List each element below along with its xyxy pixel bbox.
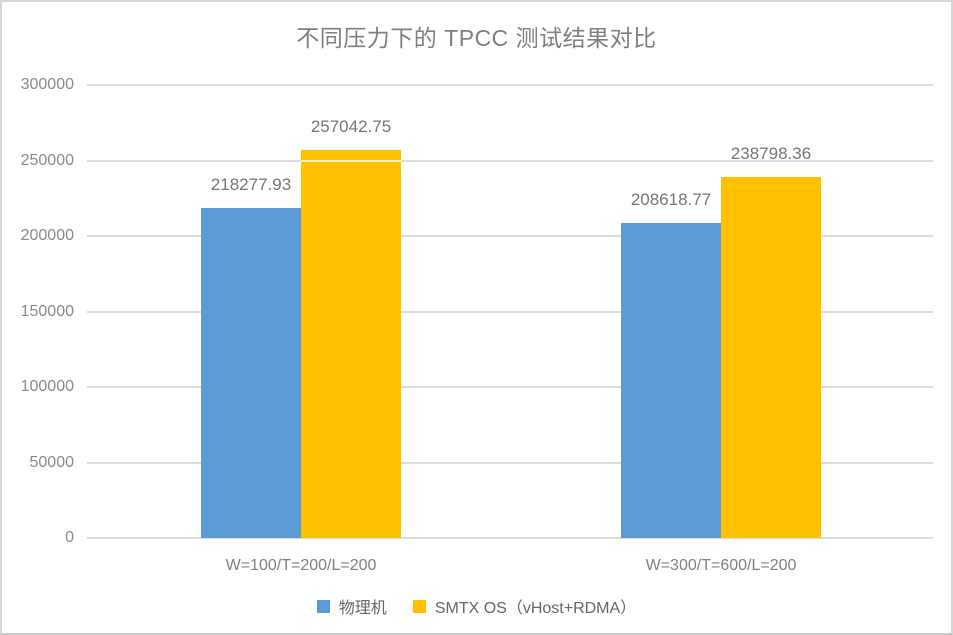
bar-value-label: 218277.93 — [210, 175, 292, 195]
y-axis-tick-label: 50000 — [29, 453, 75, 471]
gridline-50000 — [87, 461, 933, 464]
y-axis-tick-label: 100000 — [20, 378, 74, 395]
y-axis-tick-label: 250000 — [20, 151, 74, 169]
bar-series1-cat0 — [301, 149, 401, 538]
legend-label-smtx-os: SMTX OS（vHost+RDMA） — [434, 600, 637, 617]
gridline-0 — [87, 537, 933, 539]
legend-swatch-blue-icon — [316, 599, 330, 613]
legend-swatch-yellow-icon — [412, 599, 426, 613]
gridline-100000 — [87, 386, 933, 388]
legend: 物理机 SMTX OS（vHost+RDMA） — [2, 594, 951, 618]
x-category-label: W=300/T=600/L=200 — [645, 557, 797, 574]
bar-value-label: 238798.36 — [730, 144, 812, 164]
y-axis-tick-label: 200000 — [20, 227, 74, 244]
gridline-300000 — [87, 84, 933, 86]
bar-series0-cat1 — [621, 222, 721, 538]
x-category-label: W=100/T=200/L=200 — [225, 557, 377, 574]
y-axis-tick-label: 150000 — [20, 302, 74, 320]
bar-series0-cat0 — [201, 208, 301, 538]
chart-title: 不同压力下的 TPCC 测试结果对比 — [296, 25, 657, 51]
legend-item-physical-machine: 物理机 — [316, 594, 387, 618]
y-axis-tick-label: 0 — [65, 529, 74, 546]
bar-series1-cat1 — [721, 177, 821, 538]
legend-item-smtx-os: SMTX OS（vHost+RDMA） — [412, 594, 637, 618]
gridline-200000 — [87, 235, 933, 237]
bar-value-label: 208618.77 — [630, 189, 712, 209]
bar-value-label: 257042.75 — [310, 116, 392, 136]
legend-label-physical-machine: 物理机 — [338, 600, 387, 617]
gridline-250000 — [87, 159, 933, 162]
gridline-150000 — [87, 310, 933, 313]
gridline-overlay-250000 — [301, 159, 401, 162]
y-axis-tick-label: 300000 — [20, 76, 74, 93]
